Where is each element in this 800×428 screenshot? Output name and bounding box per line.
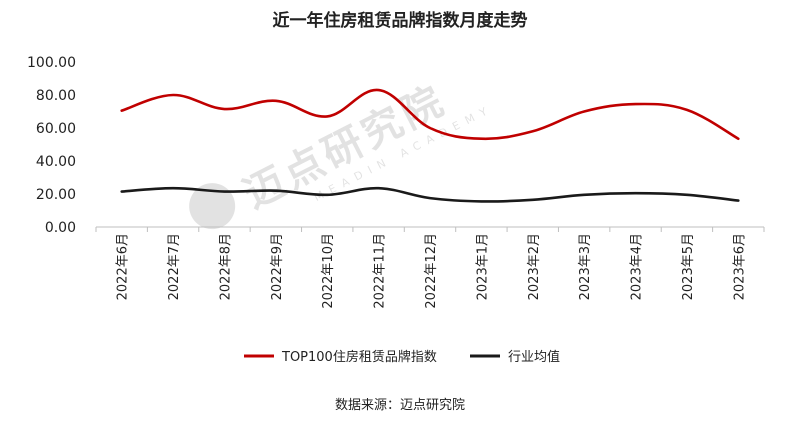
y-tick-label: 100.00 — [27, 55, 76, 71]
x-tick-label: 2023年3月 — [578, 233, 593, 300]
axes: 0.00 20.00 40.00 60.00 80.00 100.00 2022年6月 202… — [27, 55, 765, 309]
x-tick-label: 2022年9月 — [270, 233, 285, 300]
x-tick-label: 2023年4月 — [630, 233, 645, 300]
x-tick-label: 2022年6月 — [116, 233, 131, 300]
x-tick-label: 2022年10月 — [321, 233, 336, 309]
x-tick-label: 2022年7月 — [167, 233, 182, 300]
series-line-1 — [120, 88, 740, 141]
chart-title: 近一年住房租赁品牌指数月度走势 — [272, 11, 528, 31]
y-tick-label: 40.00 — [36, 154, 76, 170]
x-tick-label: 2023年6月 — [732, 233, 747, 300]
series-lines — [120, 88, 740, 203]
x-tick-label: 2022年12月 — [424, 233, 439, 309]
x-tick-label: 2022年11月 — [373, 233, 388, 309]
y-tick-label: 20.00 — [36, 187, 76, 203]
x-tick-label: 2022年8月 — [218, 233, 233, 300]
source-note: 数据来源：迈点研究院 — [334, 398, 465, 413]
series-line-2 — [120, 186, 740, 203]
x-tick-label: 2023年1月 — [475, 233, 490, 300]
legend-label-2: 行业均值 — [508, 349, 560, 365]
y-tick-label: 60.00 — [36, 121, 76, 137]
y-tick-label: 0.00 — [45, 220, 76, 236]
legend: TOP100住房租赁品牌指数 行业均值 — [244, 349, 560, 365]
x-tick-label: 2023年5月 — [681, 233, 696, 300]
legend-label-1: TOP100住房租赁品牌指数 — [281, 349, 437, 365]
x-tick-label: 2023年2月 — [527, 233, 542, 300]
y-tick-label: 80.00 — [36, 88, 76, 104]
